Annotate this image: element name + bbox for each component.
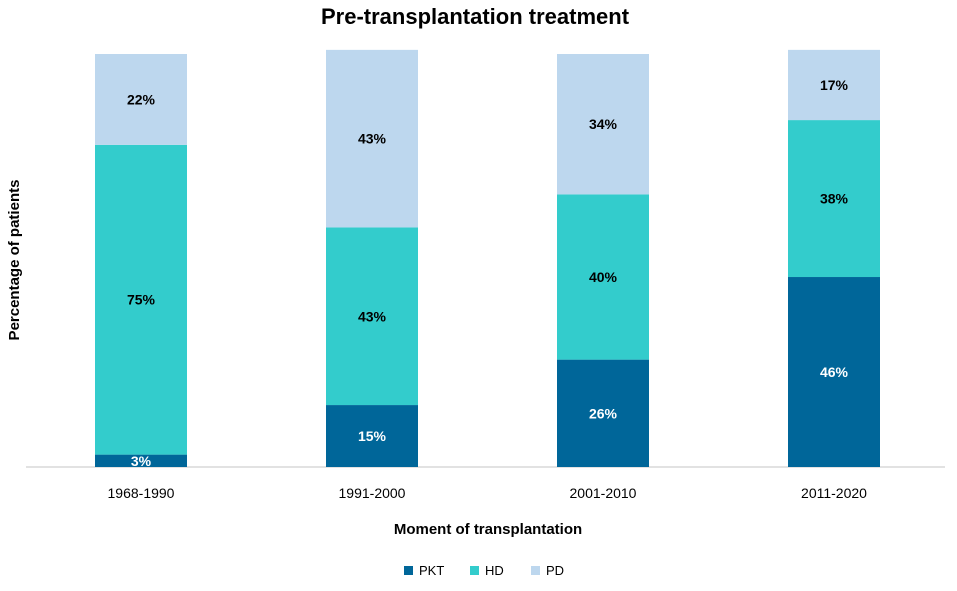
x-tick-label-2011-2020: 2011-2020 <box>801 485 867 501</box>
data-label-hd-2011-2020: 38% <box>820 191 849 207</box>
data-label-pd-2011-2020: 17% <box>820 77 849 93</box>
x-tick-label-2001-2010: 2001-2010 <box>570 485 637 501</box>
legend-label-pkt: PKT <box>419 563 444 578</box>
data-label-pd-1991-2000: 43% <box>358 131 387 147</box>
legend-swatch-hd <box>470 566 479 575</box>
legend-swatch-pkt <box>404 566 413 575</box>
data-labels-group: 3% 75% 22% 15% 43% 43% 26% 40% 34% 46% 38% 17% <box>127 77 849 469</box>
x-tick-label-1968-1990: 1968-1990 <box>108 485 175 501</box>
data-label-pkt-1968-1990: 3% <box>131 453 152 469</box>
data-label-pkt-1991-2000: 15% <box>358 428 387 444</box>
bar-hd-2001-2010 <box>557 194 649 360</box>
bar-pkt-2001-2010 <box>557 359 649 467</box>
data-label-hd-2001-2010: 40% <box>589 269 618 285</box>
data-label-hd-1968-1990: 75% <box>127 292 156 308</box>
x-ticks-group: 1968-1990 1991-2000 2001-2010 2011-2020 <box>108 485 868 501</box>
bar-hd-1968-1990 <box>95 144 187 455</box>
data-label-pkt-2011-2020: 46% <box>820 364 849 380</box>
bar-hd-2011-2020 <box>788 120 880 278</box>
data-label-pkt-2001-2010: 26% <box>589 405 618 421</box>
legend: PKT HD PD <box>404 563 564 578</box>
chart-title: Pre-transplantation treatment <box>321 4 630 29</box>
x-axis-label: Moment of transplantation <box>394 521 582 538</box>
legend-label-hd: HD <box>485 563 504 578</box>
bar-pkt-1991-2000 <box>326 405 418 467</box>
data-label-pd-1968-1990: 22% <box>127 91 156 107</box>
bar-pd-2011-2020 <box>788 49 880 121</box>
data-label-pd-2001-2010: 34% <box>589 116 618 132</box>
data-label-hd-1991-2000: 43% <box>358 308 387 324</box>
bars-group <box>95 49 880 467</box>
bar-pd-1991-2000 <box>326 49 418 228</box>
bar-pd-2001-2010 <box>557 54 649 195</box>
legend-label-pd: PD <box>546 563 564 578</box>
bar-pkt-1968-1990 <box>95 454 187 467</box>
bar-pkt-2011-2020 <box>788 277 880 467</box>
legend-swatch-pd <box>531 566 540 575</box>
x-tick-label-1991-2000: 1991-2000 <box>339 485 406 501</box>
bar-pd-1968-1990 <box>95 54 187 145</box>
bar-hd-1991-2000 <box>326 227 418 406</box>
y-axis-label: Percentage of patients <box>6 180 23 341</box>
